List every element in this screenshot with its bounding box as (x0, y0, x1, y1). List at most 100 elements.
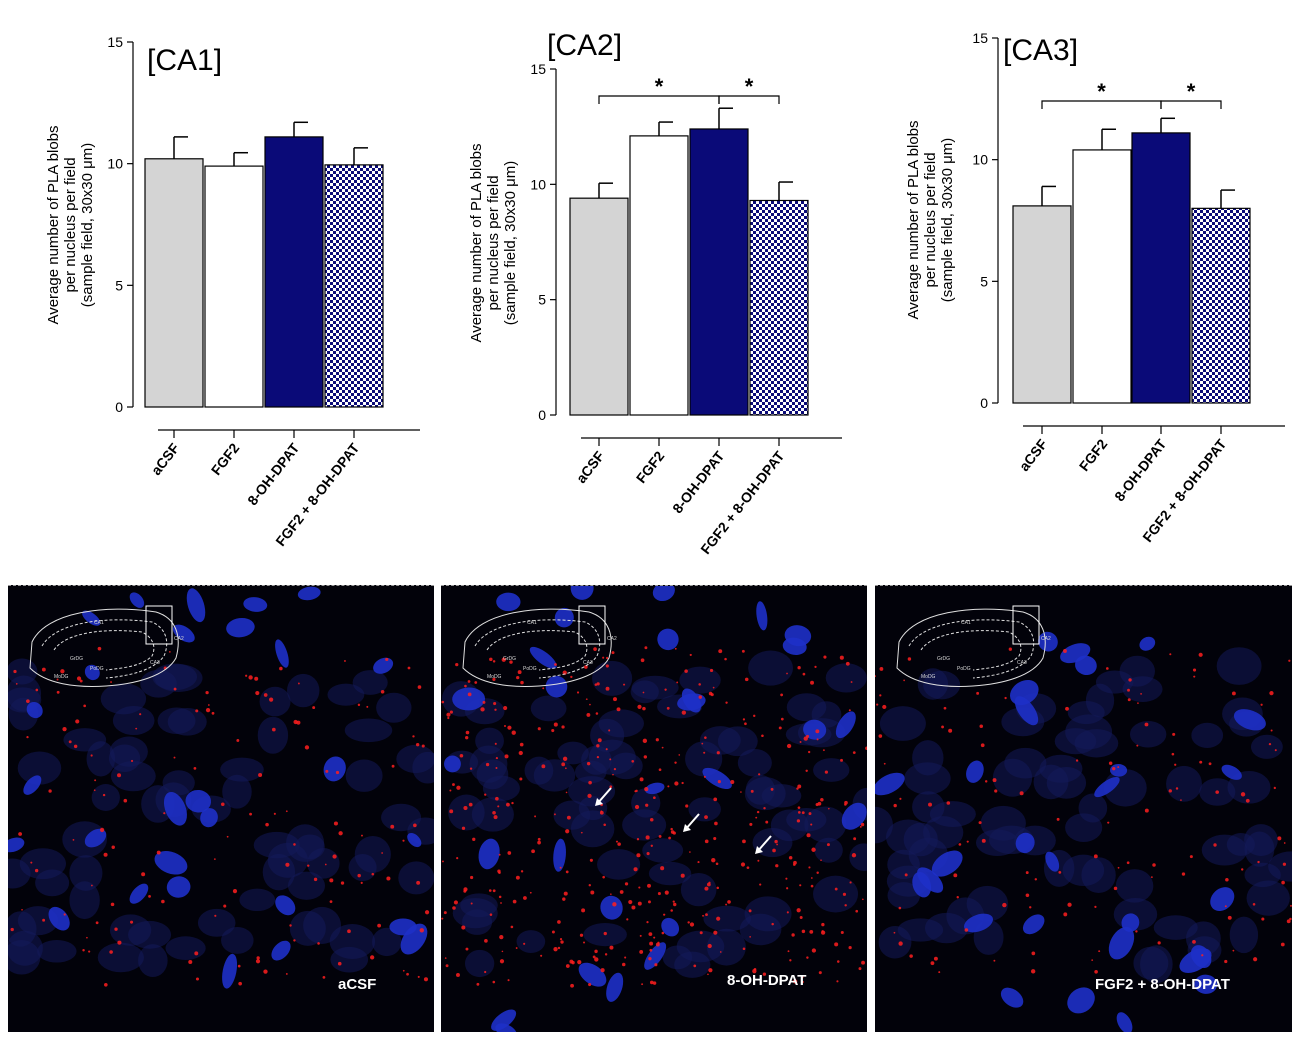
y-tick-label: 15 (107, 34, 123, 50)
pla-blob (148, 895, 151, 898)
pla-blob (852, 751, 856, 755)
pla-blob (673, 902, 677, 907)
pla-blob (424, 910, 430, 915)
pla-blob (554, 663, 557, 666)
pla-blob (517, 670, 522, 675)
inset-label-ca2: CA2 (1041, 636, 1051, 642)
pla-blob (836, 960, 840, 963)
cell-nucleus (275, 639, 289, 668)
pla-blob (716, 916, 721, 921)
pla-blob (338, 831, 343, 836)
pla-blob (510, 925, 514, 929)
pla-blob (642, 738, 648, 744)
pla-blob (249, 812, 252, 816)
pla-blob (571, 960, 575, 965)
cell-nucleus (154, 850, 188, 875)
cell-nucleus (86, 741, 116, 777)
pla-blob (883, 762, 886, 765)
cell-nucleus (220, 757, 264, 782)
pla-blob (1240, 792, 1246, 797)
pla-blob (642, 691, 645, 694)
pla-blob (385, 657, 389, 662)
cell-nucleus (37, 939, 77, 963)
pla-blob (90, 754, 93, 757)
cell-nucleus (373, 657, 394, 674)
pla-blob (476, 982, 480, 986)
cell-nucleus (1216, 647, 1262, 685)
pla-blob (1208, 762, 1212, 766)
pla-blob (933, 956, 938, 961)
x-tick-label: FGF2 (208, 440, 243, 478)
pla-blob (402, 839, 405, 842)
pla-blob (801, 811, 805, 815)
pla-blob (562, 897, 566, 901)
pla-blob (465, 735, 469, 740)
cell-nucleus (407, 832, 422, 848)
pla-blob (537, 840, 541, 845)
pla-blob (602, 875, 605, 879)
pla-blob (964, 928, 969, 932)
pla-blob (848, 946, 852, 950)
pla-blob (802, 672, 806, 676)
cell-nucleus (770, 809, 809, 842)
pla-blob (930, 961, 935, 966)
pla-blob (644, 787, 649, 792)
pla-blob (377, 923, 381, 928)
pla-blob (749, 936, 751, 938)
region-box (1012, 605, 1040, 645)
pla-blob (293, 939, 296, 942)
inset-layer (53, 630, 155, 671)
pla-blob (797, 666, 801, 670)
pla-blob (820, 797, 824, 802)
cell-nucleus (69, 855, 103, 891)
pla-blob (1144, 722, 1149, 727)
cell-nucleus (1121, 913, 1140, 932)
pla-blob (594, 683, 598, 686)
cell-nucleus (1244, 831, 1275, 867)
inset-label-ca3: CA3 (583, 660, 593, 666)
inset-layer (920, 630, 1022, 671)
pla-blob (898, 906, 902, 910)
pla-blob (507, 725, 512, 730)
pla-blob (853, 837, 857, 841)
pla-blob (562, 756, 568, 761)
pla-blob (18, 832, 23, 836)
pla-blob (661, 931, 665, 935)
pla-blob (1150, 876, 1153, 879)
pla-blob (123, 798, 128, 803)
pla-blob (583, 941, 586, 944)
pla-blob (1075, 759, 1079, 762)
pla-blob (635, 789, 638, 793)
pla-blob (822, 749, 825, 752)
pla-blob (628, 899, 633, 905)
pla-blob (681, 781, 684, 785)
pla-blob (980, 743, 985, 748)
cell-nucleus (327, 683, 365, 706)
pla-blob (474, 681, 478, 684)
pla-blob (807, 750, 811, 754)
cell-nucleus (48, 906, 70, 931)
inset-outline (462, 608, 612, 687)
pla-blob (289, 924, 292, 927)
pla-blob (285, 862, 290, 867)
pla-blob (1063, 912, 1068, 917)
inset-label-gcl: GrDG (937, 656, 950, 662)
pla-blob (701, 742, 704, 745)
pla-blob (236, 739, 240, 742)
cell-nucleus (138, 944, 168, 978)
pla-blob (492, 980, 496, 984)
pla-blob (875, 675, 876, 678)
pla-blob (664, 890, 669, 895)
pla-blob (577, 959, 582, 965)
cell-nucleus (84, 828, 107, 848)
pla-blob (557, 920, 561, 924)
cell-nucleus (297, 586, 321, 601)
pla-blob (104, 983, 108, 987)
x-tick-label: 8-OH-DPAT (244, 440, 303, 509)
cell-nucleus (289, 910, 326, 946)
pla-blob (742, 839, 746, 844)
pla-blob (793, 863, 796, 866)
cell-nucleus (163, 791, 187, 826)
pla-blob (626, 918, 629, 921)
cell-nucleus (814, 837, 843, 863)
